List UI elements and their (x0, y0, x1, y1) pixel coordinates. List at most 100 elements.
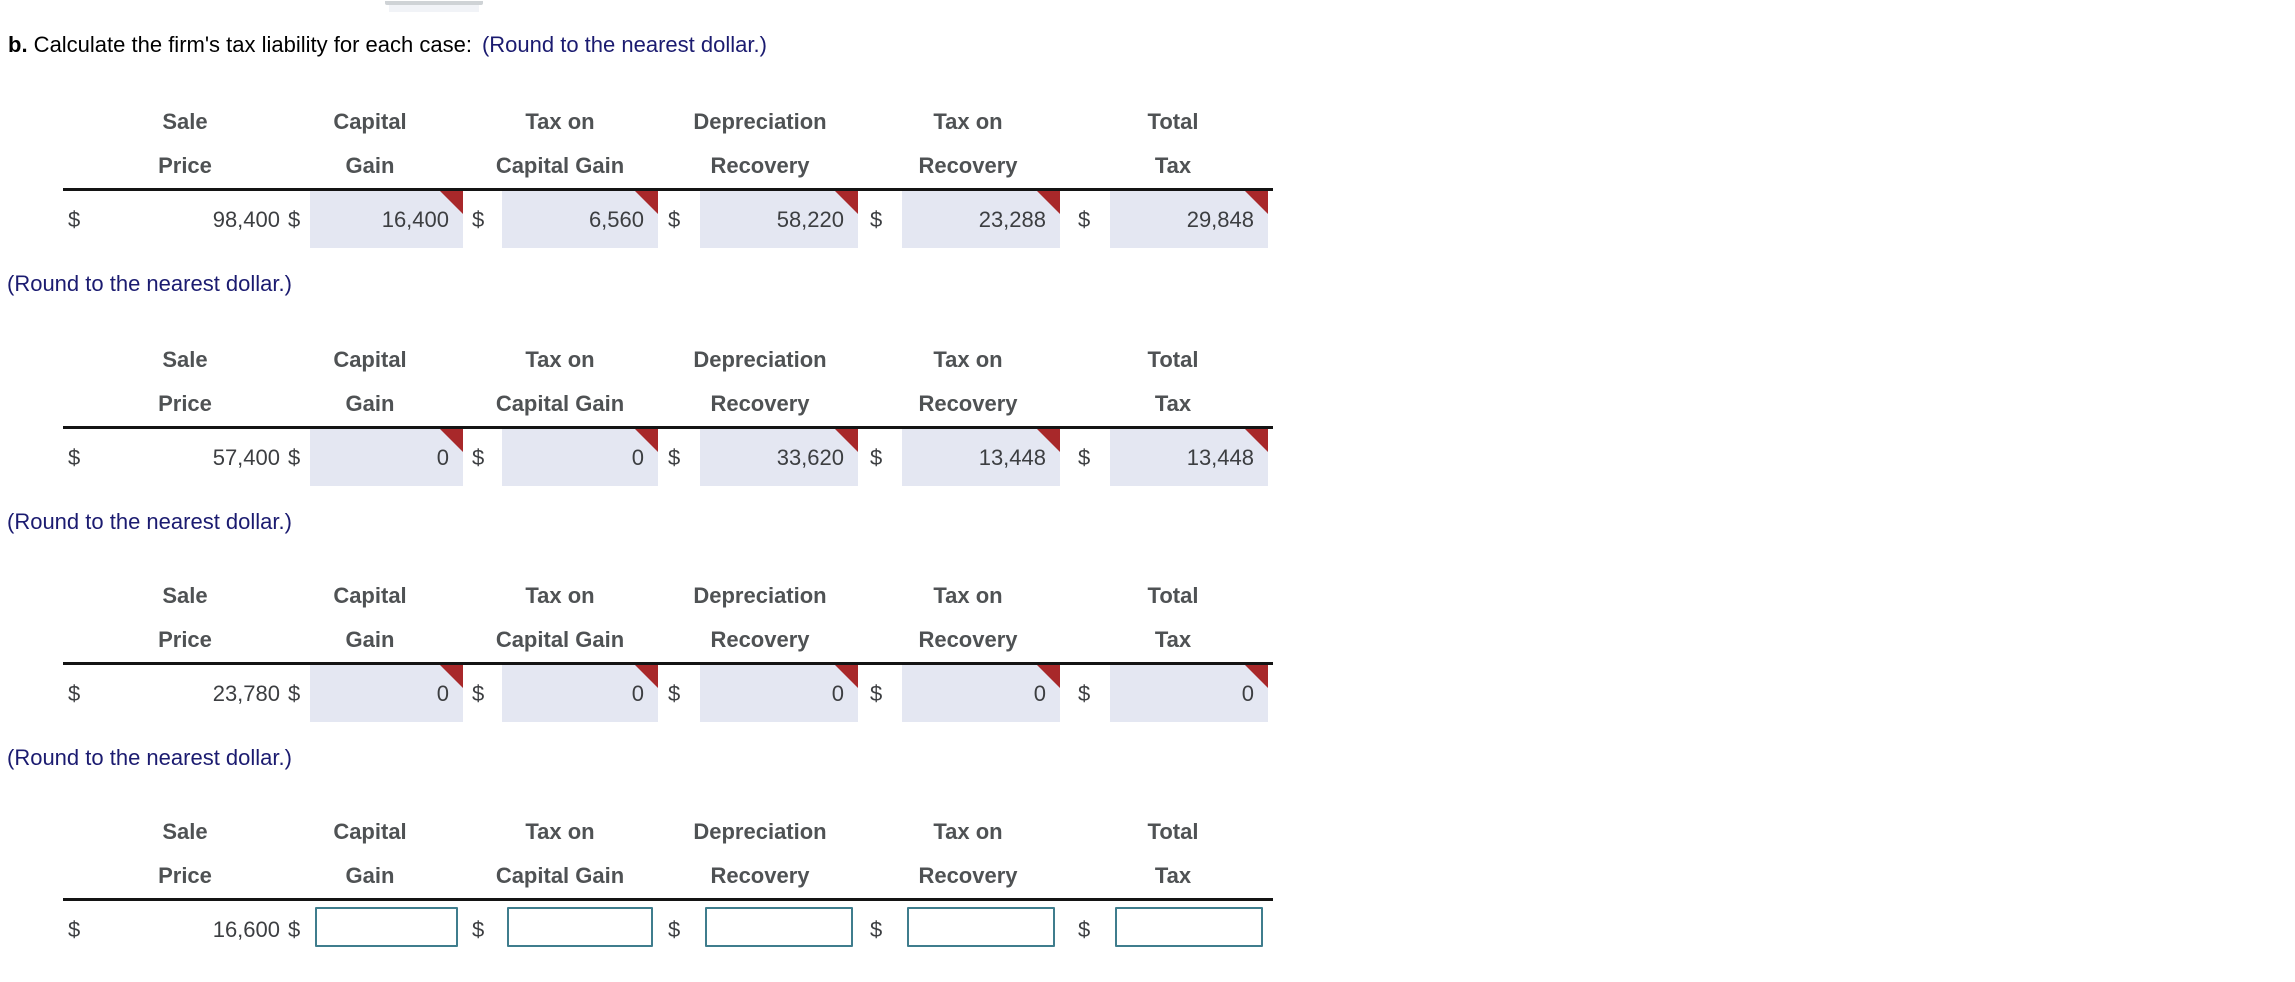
col-header-capital-gain: Capital Gain (333, 347, 407, 416)
col-header-sale-price: Sale Price (158, 109, 212, 178)
col-header-tax-on-capital-gain: Tax on Capital Gain (495, 109, 625, 178)
dollar-sign: $ (472, 681, 485, 706)
tax-table-1: Sale Price Capital Gain Tax on Capital Gain… (63, 100, 1273, 248)
depreciation-recovery-answer[interactable]: 58,220 (700, 191, 858, 248)
tax-table-2: Sale Price Capital Gain Tax on Capital Gain… (63, 338, 1273, 486)
dollar-sign: $ (288, 207, 301, 232)
tax-on-recovery-input[interactable] (907, 907, 1055, 947)
sale-price-value: 57,400 (212, 445, 280, 470)
total-tax-input[interactable] (1115, 907, 1263, 947)
sale-price-value: 23,780 (212, 681, 280, 706)
dollar-sign: $ (668, 681, 681, 706)
col-header-capital-gain: Capital Gain (333, 819, 407, 888)
tax-on-capital-gain-answer[interactable]: 6,560 (502, 191, 658, 248)
tax-on-recovery-answer[interactable]: 0 (902, 665, 1060, 722)
tax-on-capital-gain-answer[interactable]: 0 (502, 429, 658, 486)
depreciation-recovery-answer[interactable]: 0 (700, 665, 858, 722)
col-header-tax-on-capital-gain: Tax on Capital Gain (495, 819, 625, 888)
table-rule (63, 662, 1273, 665)
col-header-sale-price: Sale Price (158, 347, 212, 416)
col-header-depreciation-recovery: Depreciation Recovery (693, 819, 827, 888)
capital-gain-answer[interactable]: 0 (310, 665, 463, 722)
dollar-sign: $ (668, 917, 681, 942)
question-text: Calculate the firm's tax liability for e… (27, 32, 472, 57)
capital-gain-field (310, 901, 463, 958)
tax-table-1-header: Sale Price Capital Gain Tax on Capital Gain… (63, 100, 1273, 188)
answered-corner-icon (1037, 429, 1060, 452)
col-header-tax-on-capital-gain: Tax on Capital Gain (495, 347, 625, 416)
tax-table-4-header: Sale Price Capital Gain Tax on Capital Gain… (63, 810, 1273, 898)
col-header-total-tax: Total Tax (1147, 109, 1199, 178)
dollar-sign: $ (870, 207, 883, 232)
col-header-capital-gain: Capital Gain (333, 583, 407, 652)
tax-table-4: Sale Price Capital Gain Tax on Capital Gain… (63, 810, 1273, 958)
col-header-tax-on-recovery: Tax on Recovery (918, 347, 1018, 416)
answered-corner-icon (1037, 191, 1060, 214)
col-header-depreciation-recovery: Depreciation Recovery (693, 347, 827, 416)
total-tax-answer[interactable]: 0 (1110, 665, 1268, 722)
dollar-sign: $ (870, 917, 883, 942)
question-title: b. Calculate the firm's tax liability fo… (8, 30, 767, 60)
total-tax-field (1110, 901, 1268, 958)
tax-on-capital-gain-input[interactable] (507, 907, 653, 947)
col-header-total-tax: Total Tax (1147, 583, 1199, 652)
capital-gain-answer[interactable]: 16,400 (310, 191, 463, 248)
table-rule (63, 188, 1273, 191)
tax-on-recovery-answer[interactable]: 13,448 (902, 429, 1060, 486)
tax-on-recovery-field (902, 901, 1060, 958)
sale-price-value: 98,400 (212, 207, 280, 232)
sale-price-value: 16,600 (212, 917, 280, 942)
answered-corner-icon (635, 665, 658, 688)
capital-gain-input[interactable] (315, 907, 458, 947)
answered-corner-icon (1245, 429, 1268, 452)
dollar-sign: $ (68, 207, 81, 232)
answered-corner-icon (635, 429, 658, 452)
depreciation-recovery-field (700, 901, 858, 958)
depreciation-recovery-input[interactable] (705, 907, 853, 947)
col-header-tax-on-recovery: Tax on Recovery (918, 583, 1018, 652)
dollar-sign: $ (668, 207, 681, 232)
total-tax-answer[interactable]: 13,448 (1110, 429, 1268, 486)
dollar-sign: $ (1078, 917, 1091, 942)
tax-on-capital-gain-answer[interactable]: 0 (502, 665, 658, 722)
table-rule (63, 426, 1273, 429)
dollar-sign: $ (870, 681, 883, 706)
depreciation-recovery-answer[interactable]: 33,620 (700, 429, 858, 486)
dollar-sign: $ (68, 917, 81, 942)
total-tax-answer[interactable]: 29,848 (1110, 191, 1268, 248)
col-header-tax-on-capital-gain: Tax on Capital Gain (495, 583, 625, 652)
rounding-note: (Round to the nearest dollar.) (7, 745, 292, 770)
answered-corner-icon (635, 191, 658, 214)
rounding-note: (Round to the nearest dollar.) (7, 271, 292, 296)
col-header-sale-price: Sale Price (158, 583, 212, 652)
col-header-total-tax: Total Tax (1147, 819, 1199, 888)
col-header-tax-on-recovery: Tax on Recovery (918, 109, 1018, 178)
cropped-input-remnant (385, 1, 483, 5)
dollar-sign: $ (1078, 207, 1091, 232)
dollar-sign: $ (870, 445, 883, 470)
answered-corner-icon (835, 191, 858, 214)
capital-gain-answer[interactable]: 0 (310, 429, 463, 486)
tax-row: $ 16,600 $ $ $ $ $ (63, 901, 1273, 958)
tax-row: $ 23,780 $ 0 $ 0 $ 0 $ 0 $ 0 (63, 665, 1273, 722)
dollar-sign: $ (288, 917, 301, 942)
tax-table-2-header: Sale Price Capital Gain Tax on Capital Gain… (63, 338, 1273, 426)
answered-corner-icon (1037, 665, 1060, 688)
answered-corner-icon (440, 429, 463, 452)
dollar-sign: $ (1078, 681, 1091, 706)
rounding-note: (Round to the nearest dollar.) (7, 509, 292, 534)
col-header-sale-price: Sale Price (158, 819, 212, 888)
dollar-sign: $ (1078, 445, 1091, 470)
answered-corner-icon (1245, 191, 1268, 214)
tax-table-3-header: Sale Price Capital Gain Tax on Capital Gain… (63, 574, 1273, 662)
rounding-instruction: (Round to the nearest dollar.) (481, 32, 767, 57)
col-header-tax-on-recovery: Tax on Recovery (918, 819, 1018, 888)
answered-corner-icon (440, 191, 463, 214)
tax-on-recovery-answer[interactable]: 23,288 (902, 191, 1060, 248)
answered-corner-icon (1245, 665, 1268, 688)
col-header-depreciation-recovery: Depreciation Recovery (693, 583, 827, 652)
cropped-input-remnant-fill (389, 5, 479, 12)
tax-row: $ 98,400 $ 16,400 $ 6,560 $ 58,220 $ 23,… (63, 191, 1273, 248)
dollar-sign: $ (668, 445, 681, 470)
